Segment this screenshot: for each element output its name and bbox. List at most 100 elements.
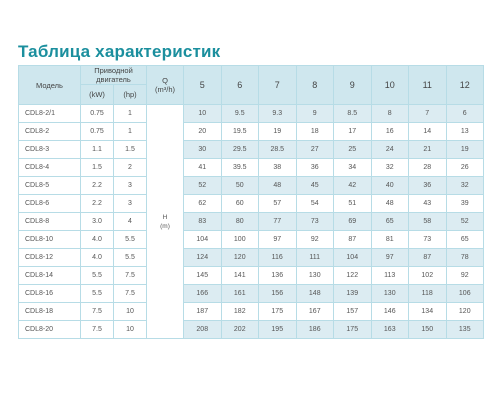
head-value: 175 <box>333 320 372 339</box>
table-row: CDL8-2/1 0.75 1 H (m) 10 9.5 9.3 9 8.5 8… <box>18 104 484 339</box>
kw-cell: 2.2 <box>80 194 114 213</box>
head-value: 73 <box>408 230 447 249</box>
kw-cell: 5.5 <box>80 284 114 303</box>
head-value: 87 <box>333 230 372 249</box>
head-value: 187 <box>183 302 222 321</box>
header-model: Модель <box>18 65 81 105</box>
model-cell: CDL8-20 <box>18 320 81 339</box>
head-value: 134 <box>408 302 447 321</box>
page-title: Таблица характеристик <box>18 42 221 61</box>
table-row: CDL8-4 1.5 2 41 39.5 38 36 34 32 28 26 <box>18 158 484 177</box>
header-flow: 6 <box>220 65 259 105</box>
head-value: 139 <box>333 284 372 303</box>
head-value: 97 <box>370 248 409 267</box>
head-value: 40 <box>370 176 409 195</box>
head-value: 28 <box>408 158 447 177</box>
head-value: 45 <box>295 176 334 195</box>
head-value: 32 <box>445 176 484 195</box>
table-row: CDL8-12 4.0 5.5 124 120 116 111 104 97 8… <box>18 248 484 267</box>
head-value: 30 <box>183 140 222 159</box>
head-value: 39 <box>445 194 484 213</box>
model-cell: CDL8-16 <box>18 284 81 303</box>
head-value: 42 <box>333 176 372 195</box>
header-flow: 11 <box>408 65 447 105</box>
head-value: 25 <box>333 140 372 159</box>
head-value: 73 <box>295 212 334 231</box>
head-value: 27 <box>295 140 334 159</box>
head-value: 57 <box>258 194 297 213</box>
table-row: CDL8-18 7.5 10 187 182 175 167 157 146 1… <box>18 302 484 321</box>
head-value: 52 <box>183 176 222 195</box>
head-value: 8 <box>370 104 409 123</box>
table-row: CDL8-6 2.2 3 62 60 57 54 51 48 43 39 <box>18 194 484 213</box>
head-value: 124 <box>183 248 222 267</box>
head-value: 17 <box>333 122 372 141</box>
header-flow: 12 <box>445 65 484 105</box>
head-value: 21 <box>408 140 447 159</box>
head-value: 77 <box>258 212 297 231</box>
head-value: 163 <box>370 320 409 339</box>
head-value: 130 <box>370 284 409 303</box>
head-value: 54 <box>295 194 334 213</box>
head-value: 106 <box>445 284 484 303</box>
head-value: 146 <box>370 302 409 321</box>
header-flow: 8 <box>295 65 334 105</box>
kw-cell: 7.5 <box>80 302 114 321</box>
head-value: 104 <box>333 248 372 267</box>
head-value: 28.5 <box>258 140 297 159</box>
model-cell: CDL8-2 <box>18 122 81 141</box>
head-value: 51 <box>333 194 372 213</box>
hp-cell: 10 <box>113 302 147 321</box>
head-value: 9.5 <box>220 104 259 123</box>
head-value: 87 <box>408 248 447 267</box>
head-label-cell: H (m) <box>146 104 184 339</box>
head-value: 16 <box>370 122 409 141</box>
head-value: 81 <box>370 230 409 249</box>
table-row: CDL8-5 2.2 3 52 50 48 45 42 40 36 32 <box>18 176 484 195</box>
head-value: 80 <box>220 212 259 231</box>
head-value: 60 <box>220 194 259 213</box>
head-value: 7 <box>408 104 447 123</box>
head-value: 52 <box>445 212 484 231</box>
kw-cell: 5.5 <box>80 266 114 285</box>
head-value: 36 <box>408 176 447 195</box>
head-value: 78 <box>445 248 484 267</box>
table-row: CDL8-2 0.75 1 20 19.5 19 18 17 16 14 13 <box>18 122 484 141</box>
header-q-unit: (m³/h) <box>155 85 175 94</box>
kw-cell: 0.75 <box>80 122 114 141</box>
table-row: CDL8-3 1.1 1.5 30 29.5 28.5 27 25 24 21 … <box>18 140 484 159</box>
header-drive: Приводной двигатель <box>80 65 147 85</box>
model-cell: CDL8-2/1 <box>18 104 81 123</box>
header-flow: 10 <box>370 65 409 105</box>
head-value: 202 <box>220 320 259 339</box>
kw-cell: 1.5 <box>80 158 114 177</box>
head-value: 122 <box>333 266 372 285</box>
hp-cell: 3 <box>113 194 147 213</box>
head-value: 175 <box>258 302 297 321</box>
head-value: 48 <box>258 176 297 195</box>
head-value: 186 <box>295 320 334 339</box>
head-value: 69 <box>333 212 372 231</box>
table-row: CDL8-14 5.5 7.5 145 141 136 130 122 113 … <box>18 266 484 285</box>
header-kw: (kW) <box>80 84 114 105</box>
kw-cell: 2.2 <box>80 176 114 195</box>
head-value: 136 <box>258 266 297 285</box>
kw-cell: 3.0 <box>80 212 114 231</box>
hp-cell: 1 <box>113 122 147 141</box>
head-label: H <box>162 213 168 221</box>
head-value: 92 <box>445 266 484 285</box>
hp-cell: 7.5 <box>113 284 147 303</box>
model-cell: CDL8-6 <box>18 194 81 213</box>
model-cell: CDL8-3 <box>18 140 81 159</box>
head-value: 19.5 <box>220 122 259 141</box>
head-value: 118 <box>408 284 447 303</box>
head-value: 104 <box>183 230 222 249</box>
table-row: CDL8-10 4.0 5.5 104 100 97 92 87 81 73 6… <box>18 230 484 249</box>
head-value: 62 <box>183 194 222 213</box>
head-value: 18 <box>295 122 334 141</box>
model-cell: CDL8-12 <box>18 248 81 267</box>
head-value: 41 <box>183 158 222 177</box>
head-value: 116 <box>258 248 297 267</box>
head-value: 43 <box>408 194 447 213</box>
head-value: 130 <box>295 266 334 285</box>
